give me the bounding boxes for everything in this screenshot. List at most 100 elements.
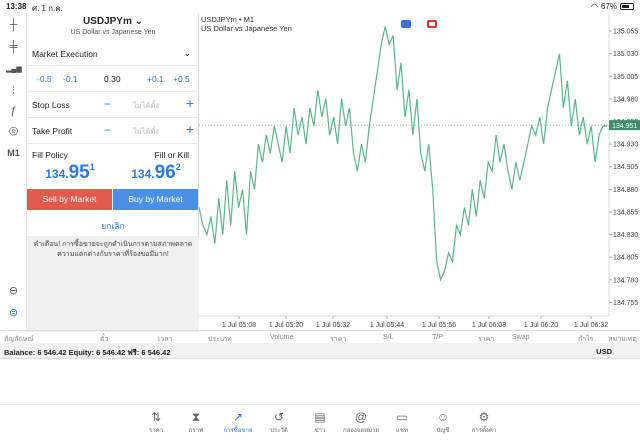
warning-box: คำเตือน! การซื้อขายจะถูกดำเนินการตามสภาพ…: [27, 236, 199, 332]
tab-label: การซื้อขาย: [223, 428, 253, 434]
zoom-icon[interactable]: ⊖: [8, 285, 19, 297]
chat-icon: ▭: [396, 410, 408, 424]
y-tick-label: 134.905: [613, 164, 638, 171]
tab-label: บัญชี: [436, 428, 450, 434]
volume-plus-01-button[interactable]: +0.1: [147, 74, 164, 84]
tab-trade[interactable]: ↗ การซื้อขาย: [218, 409, 258, 435]
fill-policy-row[interactable]: Fill Policy Fill or Kill: [27, 144, 199, 166]
accounts-icon: ☺: [436, 410, 450, 424]
bid-price-sup: 1: [89, 162, 95, 172]
date: ศ. 1 ก.ค.: [32, 4, 63, 13]
balance-currency: USD: [596, 347, 612, 356]
status-right: ◠ 67%: [591, 2, 634, 11]
tab-label: ประวัติ: [270, 428, 288, 434]
y-tick-label: 135.030: [613, 51, 638, 58]
tab-mailbox[interactable]: @ กล่องจดหมาย: [341, 409, 381, 435]
y-tick-label: 134.780: [613, 277, 638, 284]
execution-type-label: Market Execution: [32, 49, 98, 59]
volume-plus-05-button[interactable]: +0.5: [173, 74, 190, 84]
y-tick-label: 134.755: [613, 300, 638, 307]
col-time: เวลา: [158, 336, 173, 343]
chart-description: US Dollar vs Japanese Yen: [201, 24, 292, 33]
bottom-tab-bar: ⇅ ราคา ⧗ กราฟ ↗ การซื้อขาย ↺ ประวัติ ▤ ข่าว @…: [0, 404, 640, 447]
price-chart[interactable]: USDJPYm • M1 US Dollar vs Japanese Yen 1…: [199, 14, 640, 332]
battery-percent: 67%: [600, 2, 617, 11]
stop-loss-minus-button[interactable]: −: [104, 97, 112, 111]
clock: 13:38: [6, 2, 27, 11]
col-swap: Swap: [512, 334, 530, 341]
one-click-icon[interactable]: ⊜: [8, 307, 19, 319]
trade-table-header: สัญลักษณ์ ตั๋ว เวลา ประเภท Volume ราคา S…: [0, 330, 640, 344]
symbol-selector[interactable]: USDJPYm ⌄: [27, 16, 199, 27]
col-profit: กำไร: [578, 336, 594, 343]
y-tick-label: 134.880: [613, 187, 638, 194]
col-volume: Volume: [270, 334, 294, 341]
execution-type-select[interactable]: Market Execution ⌄: [27, 42, 199, 66]
tab-chart[interactable]: ⧗ กราฟ: [176, 409, 216, 435]
chart-icon: ⧗: [191, 410, 201, 424]
x-tick-label: 1 Jul 05:08: [222, 322, 256, 329]
tab-label: การตั้งค่า: [471, 428, 497, 434]
stop-loss-label: Stop Loss: [32, 100, 70, 110]
cancel-button[interactable]: ยกเลิก: [101, 221, 125, 231]
tab-history[interactable]: ↺ ประวัติ: [259, 409, 299, 435]
col-price: ราคา: [330, 336, 347, 343]
y-tick-label: 135.005: [613, 74, 638, 81]
x-tick-label: 1 Jul 05:56: [422, 322, 456, 329]
y-tick-label: 134.980: [613, 96, 638, 103]
volume-minus-01-button[interactable]: -0.1: [63, 74, 78, 84]
x-tick-label: 1 Jul 05:32: [316, 322, 350, 329]
symbol-description: US Dollar vs Japanese Yen: [70, 29, 156, 36]
tab-chat[interactable]: ▭ แชท: [382, 409, 422, 435]
tab-news[interactable]: ▤ ข่าว: [300, 409, 340, 435]
col-tp: T/P: [432, 334, 443, 341]
y-tick-label: 134.830: [613, 232, 638, 239]
balance-bar: Balance: 6 546.42 Equity: 6 546.42 ฟรี: …: [0, 343, 640, 359]
tab-label: ราคา: [149, 428, 163, 434]
function-icon[interactable]: ƒ: [10, 105, 17, 117]
tab-label: แชท: [396, 428, 408, 434]
take-profit-minus-button[interactable]: −: [104, 123, 112, 137]
take-profit-row: Take Profit − ไม่ได้ตั้ง +: [27, 118, 199, 144]
candles-icon[interactable]: ╪: [9, 41, 18, 53]
volume-input[interactable]: 0.30: [104, 74, 121, 84]
y-tick-label: 134.855: [613, 209, 638, 216]
volume-minus-05-button[interactable]: -0.5: [37, 74, 52, 84]
price-line: [199, 26, 607, 282]
y-tick-label: 134.930: [613, 142, 638, 149]
col-sl: S/L: [383, 334, 394, 341]
objects-icon[interactable]: ◎: [8, 125, 19, 137]
warning-text: คำเตือน! การซื้อขายจะถูกดำเนินการตามสภาพ…: [33, 241, 193, 258]
take-profit-plus-button[interactable]: +: [185, 121, 194, 137]
stop-loss-input[interactable]: ไม่ได้ตั้ง: [133, 101, 159, 110]
fill-policy-value: Fill or Kill: [154, 150, 189, 160]
stop-loss-plus-button[interactable]: +: [185, 95, 194, 111]
tab-accounts[interactable]: ☺ บัญชี: [423, 409, 463, 435]
indicators-icon[interactable]: ▂▄▆: [6, 66, 22, 73]
settings-sliders-icon[interactable]: ⫶: [12, 85, 15, 97]
tab-quotes[interactable]: ⇅ ราคา: [136, 409, 176, 435]
col-ticket: ตั๋ว: [100, 336, 109, 343]
current-price-tag: [609, 120, 640, 131]
mailbox-icon: @: [354, 410, 368, 424]
balance-text: Balance: 6 546.42 Equity: 6 546.42 ฟรี: …: [4, 348, 171, 357]
x-tick-label: 1 Jul 06:08: [472, 322, 506, 329]
col-symbol: สัญลักษณ์: [4, 336, 34, 343]
symbol-name: USDJPYm: [82, 16, 132, 27]
take-profit-input[interactable]: ไม่ได้ตั้ง: [133, 127, 159, 136]
current-price-label: 134.951: [612, 123, 637, 130]
news-icon: ▤: [314, 410, 326, 424]
timeframe-button[interactable]: M1: [7, 148, 20, 158]
crosshair-icon[interactable]: ┼: [9, 19, 18, 31]
x-tick-label: 1 Jul 05:44: [370, 322, 404, 329]
sell-button[interactable]: Sell by Market: [27, 189, 112, 210]
status-bar: 13:38 ศ. 1 ก.ค. ◠ 67%: [0, 0, 640, 14]
x-tick-label: 1 Jul 06:32: [574, 322, 608, 329]
order-panel: USDJPYm ⌄ US Dollar vs Japanese Yen Mark…: [27, 14, 199, 332]
tab-settings[interactable]: ⚙ การตั้งค่า: [464, 409, 504, 435]
x-tick-label: 1 Jul 06:20: [524, 322, 558, 329]
tab-label: ข่าว: [314, 428, 326, 434]
history-icon: ↺: [273, 410, 285, 424]
bid-price-prefix: 134.: [45, 167, 69, 181]
buy-button[interactable]: Buy by Market: [113, 189, 198, 210]
